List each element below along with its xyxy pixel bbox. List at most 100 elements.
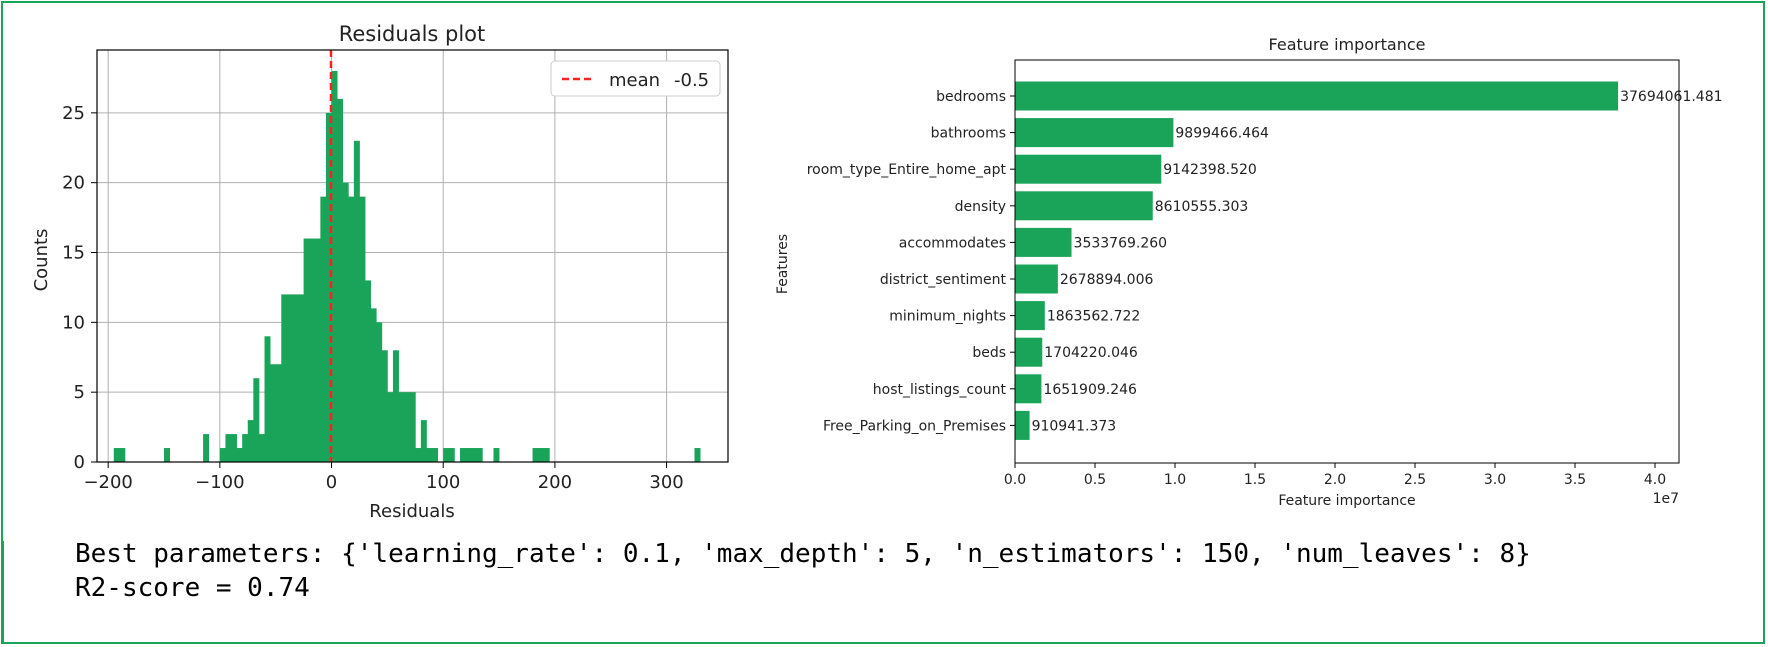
hist-bar — [409, 392, 416, 462]
hist-y-ticks: 0 5 10 15 20 25 — [62, 103, 97, 473]
fi-y-ticks: bedrooms bathrooms room_type_Entire_home_a… — [807, 89, 1015, 434]
hist-bar — [314, 238, 321, 462]
fi-x-tick-label: 4.0 — [1644, 472, 1666, 488]
hist-bar — [247, 420, 254, 462]
feature-bar — [1015, 410, 1030, 440]
hist-bar — [331, 70, 338, 462]
hist-bar — [219, 448, 226, 462]
hist-bar — [281, 294, 288, 462]
hist-title: Residuals plot — [339, 22, 486, 46]
feature-bar — [1015, 301, 1045, 331]
feature-bar — [1015, 81, 1619, 111]
hist-bar — [404, 392, 411, 462]
hist-x-tick-label: 0 — [326, 472, 337, 493]
hist-y-tick-label: 5 — [74, 382, 85, 403]
hist-bar — [532, 448, 539, 462]
hist-y-label: Counts — [31, 229, 52, 292]
feature-value-label: 1704220.046 — [1044, 345, 1138, 361]
hist-bar — [253, 378, 260, 462]
feature-label: accommodates — [899, 235, 1006, 251]
hist-bar — [365, 280, 372, 462]
fi-x-tick-label: 3.0 — [1484, 472, 1506, 488]
hist-bar — [398, 392, 405, 462]
feature-label: room_type_Entire_home_apt — [807, 162, 1007, 178]
feature-bar — [1015, 374, 1042, 404]
feature-label: bathrooms — [931, 126, 1006, 142]
legend-label: mean — [609, 70, 660, 91]
fi-plot-frame — [1014, 59, 1680, 464]
hist-bar — [694, 448, 701, 462]
output-text: Best parameters: {'learning_rate': 0.1, … — [75, 537, 1531, 605]
best-parameters-line: Best parameters: {'learning_rate': 0.1, … — [75, 539, 1531, 569]
hist-bar — [203, 434, 210, 462]
fi-x-scale-label: 1e7 — [1653, 491, 1679, 507]
hist-bar — [471, 448, 478, 462]
hist-bar — [286, 294, 293, 462]
feature-label: host_listings_count — [873, 382, 1007, 398]
fi-x-tick-label: 3.5 — [1564, 472, 1586, 488]
fi-x-tick-label: 2.0 — [1324, 472, 1346, 488]
feature-value-label: 910941.373 — [1032, 418, 1117, 434]
feature-label: density — [955, 199, 1006, 215]
hist-bar — [119, 448, 126, 462]
feature-value-label: 3533769.260 — [1074, 235, 1168, 251]
hist-bar — [370, 308, 377, 462]
hist-x-tick-label: 100 — [426, 472, 460, 493]
hist-x-label: Residuals — [369, 501, 454, 522]
hist-plot-frame — [96, 49, 729, 463]
feature-bar — [1015, 264, 1058, 294]
hist-bar — [348, 196, 355, 462]
feature-label: minimum_nights — [889, 309, 1006, 325]
hist-y-tick-label: 20 — [62, 173, 85, 194]
hist-bar — [353, 140, 360, 462]
feature-bar — [1015, 227, 1072, 257]
hist-x-ticks: −200 −100 0 100 200 300 — [83, 462, 684, 493]
hist-x-tick-label: −200 — [83, 472, 132, 493]
hist-bar — [113, 448, 120, 462]
hist-bar — [337, 98, 344, 463]
hist-bar — [392, 350, 399, 462]
hist-bar — [242, 434, 249, 462]
hist-y-tick-label: 25 — [62, 103, 85, 124]
hist-bar — [432, 448, 439, 462]
feature-label: Free_Parking_on_Premises — [823, 418, 1006, 434]
residuals-histogram: −200 −100 0 100 200 300 0 5 10 15 20 25 Residuals … — [31, 22, 729, 522]
hist-bar — [493, 448, 500, 462]
hist-bar — [342, 182, 349, 462]
feature-label: bedrooms — [936, 89, 1006, 105]
feature-value-label: 37694061.481 — [1620, 89, 1722, 105]
hist-bar — [231, 434, 238, 462]
hist-bar — [420, 420, 427, 462]
feature-label: district_sentiment — [880, 272, 1007, 288]
hist-bar — [415, 448, 422, 462]
feature-value-label: 9142398.520 — [1163, 162, 1257, 178]
output-marker — [1, 541, 4, 644]
fi-bars: 37694061.481 9899466.464 9142398.520 861055… — [1015, 81, 1723, 440]
feature-bar — [1015, 337, 1043, 367]
hist-bar — [359, 196, 366, 462]
legend-value: -0.5 — [674, 70, 709, 91]
fi-y-label: Features — [775, 234, 791, 294]
hist-bar — [320, 196, 327, 462]
feature-value-label: 8610555.303 — [1155, 199, 1249, 215]
hist-bar — [298, 294, 305, 462]
hist-bar — [443, 448, 450, 462]
hist-legend: mean -0.5 — [550, 60, 721, 97]
hist-y-tick-label: 0 — [74, 452, 85, 473]
hist-bar — [275, 364, 282, 462]
hist-bar — [476, 448, 483, 462]
feature-bar — [1015, 191, 1153, 221]
fi-x-tick-label: 0.0 — [1004, 472, 1026, 488]
feature-value-label: 9899466.464 — [1175, 126, 1269, 142]
hist-bar — [448, 448, 455, 462]
hist-x-tick-label: 300 — [649, 472, 683, 493]
feature-value-label: 1863562.722 — [1047, 309, 1141, 325]
hist-bar — [325, 112, 332, 462]
hist-bar — [459, 448, 466, 462]
hist-bar — [309, 238, 316, 462]
fi-x-tick-label: 1.0 — [1164, 472, 1186, 488]
feature-label: beds — [972, 345, 1006, 361]
fi-x-label: Feature importance — [1278, 493, 1415, 509]
fi-x-tick-label: 2.5 — [1404, 472, 1426, 488]
hist-bar — [387, 392, 394, 462]
